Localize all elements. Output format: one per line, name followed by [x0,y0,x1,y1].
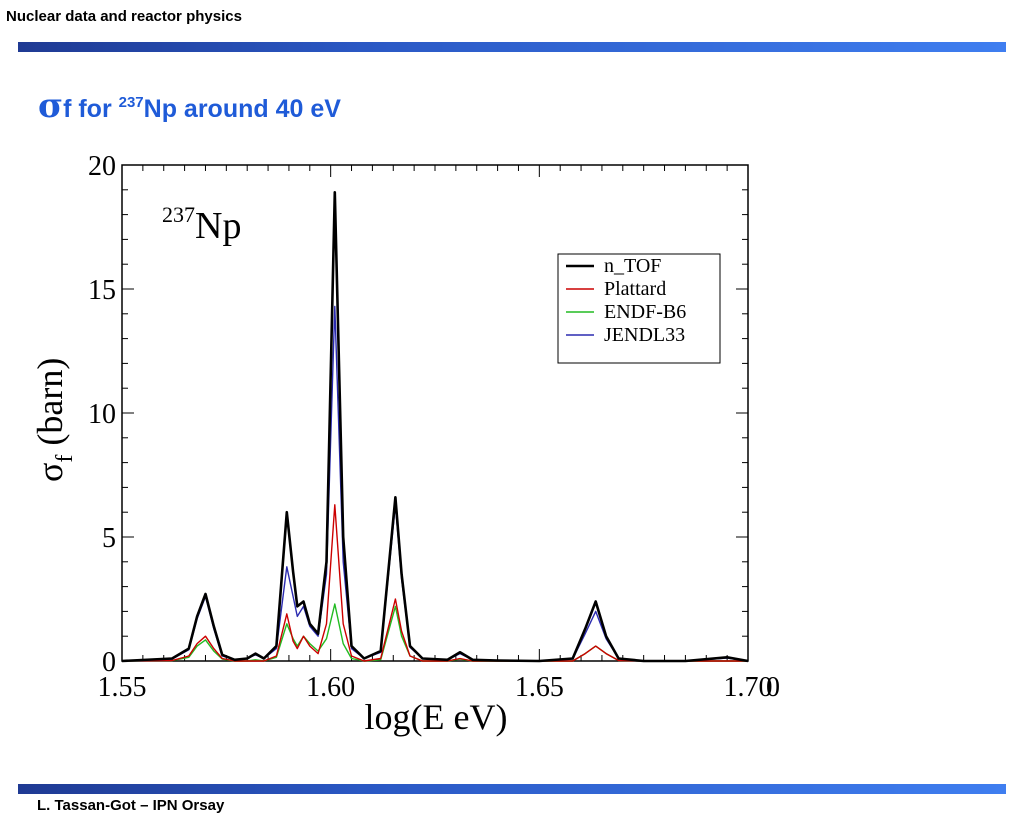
y-tick-label: 15 [88,275,116,306]
x-tick-label: 1.60 [306,672,355,703]
isotope-mass: 237 [162,202,195,227]
title-sigma: σ [38,86,64,126]
y-label-unit: (barn) [30,358,70,455]
title-for: for [71,95,119,123]
y-tick-label: 20 [88,151,116,182]
y-tick-label: 10 [88,399,116,430]
legend-label: ENDF-B6 [604,301,686,323]
slide-title: σf for 237Np around 40 eV [38,86,341,126]
cross-section-chart: 0 5 10 15 20 1.55 1.60 1.65 1.70 0 σf (barn) lo… [30,151,780,737]
series-line-plattard [121,504,748,662]
x-axis-label: log(E eV) [365,697,508,737]
legend-label: Plattard [604,278,666,300]
x-tick-label: 1.65 [515,672,564,703]
x-extra-tick-label: 0 [766,672,780,703]
legend-label: JENDL33 [604,324,685,346]
x-tick-label: 1.70 [724,672,773,703]
x-tick-labels: 1.55 1.60 1.65 1.70 [98,672,773,703]
title-f: f [63,95,72,123]
y-tick-label: 0 [102,647,116,678]
y-tick-label: 5 [102,523,116,554]
footer-author: L. Tassan-Got – IPN Orsay [37,797,225,814]
isotope-annotation: 237Np [162,202,241,247]
y-label-sub: f [52,455,78,463]
isotope-element: Np [195,205,241,247]
y-axis-label: σf (barn) [30,358,78,482]
series-line-n-tof [121,191,749,663]
header-bar [18,42,1006,52]
y-label-symbol: σ [30,463,70,482]
legend-box [557,253,721,364]
title-rest: Np around 40 eV [143,95,341,123]
x-tick-label: 1.55 [98,672,147,703]
title-mass: 237 [118,94,144,111]
section-header: Nuclear data and reactor physics [6,8,242,25]
legend-label: n_TOF [604,255,661,277]
series-lines [121,191,749,663]
axis-ticks [121,164,749,662]
y-tick-labels: 0 5 10 15 20 [88,151,116,678]
footer-bar [18,784,1006,794]
